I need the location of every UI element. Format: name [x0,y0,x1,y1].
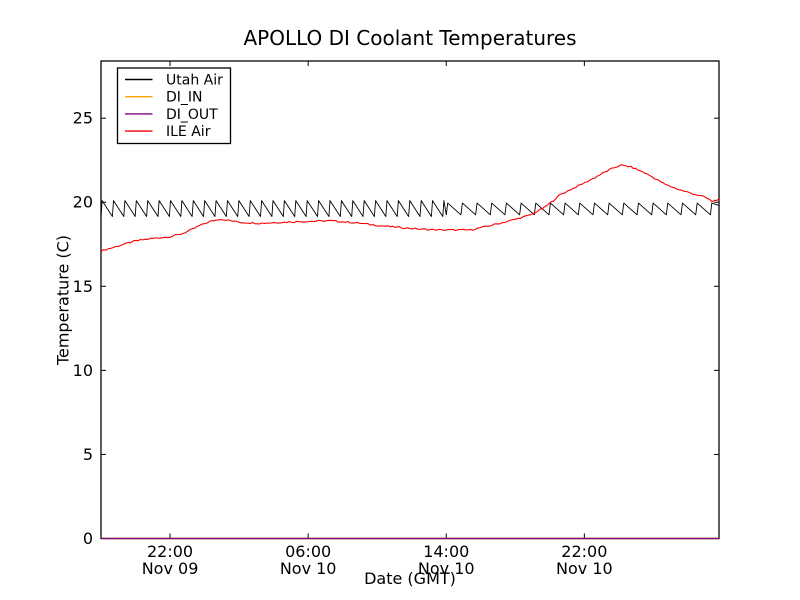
y-axis-label: Temperature (C) [53,234,73,366]
y-tick-label: 25 [73,109,93,128]
y-tick-label: 10 [73,361,93,380]
chart-title: APOLLO DI Coolant Temperatures [243,26,577,50]
legend-entry-label: DI_OUT [166,107,218,123]
x-tick-label-date: Nov 10 [280,559,337,578]
series-ile-air [100,164,720,253]
x-tick-label-time: 22:00 [147,542,193,561]
x-tick-label-date: Nov 09 [142,559,199,578]
series-utah-air [100,200,720,217]
y-tick-label: 15 [73,277,93,296]
x-tick-label-date: Nov 10 [556,559,613,578]
legend-entry-label: ILE Air [166,124,211,140]
x-tick-label-time: 22:00 [561,542,607,561]
legend-entry-label: Utah Air [166,73,223,89]
x-tick-label-time: 06:00 [285,542,331,561]
x-tick-label-date: Nov 10 [418,559,475,578]
y-tick-label: 20 [73,193,93,212]
x-tick-label-time: 14:00 [423,542,469,561]
legend-entry-label: DI_IN [166,90,203,106]
y-tick-label: 0 [83,529,93,548]
y-tick-label: 5 [83,445,93,464]
x-axis-label: Date (GMT) [364,569,456,588]
